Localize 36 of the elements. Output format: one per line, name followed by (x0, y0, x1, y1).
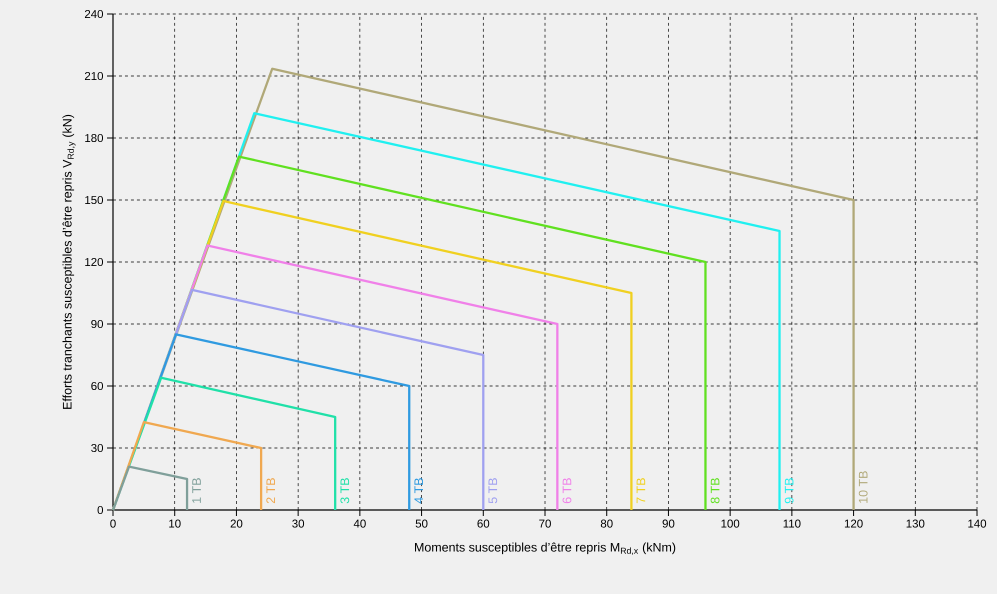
y-tick-label: 210 (84, 72, 104, 80)
x-axis-title: Moments susceptibles d’être repris M$_{Rd,x}$ (kNm) (415, 542, 676, 555)
x-tick-label: 20 (230, 520, 242, 528)
x-tick-label: 60 (477, 520, 490, 528)
x-tick-label: 120 (844, 520, 863, 528)
y-tick-label: 150 (85, 196, 104, 204)
x-tick-label: 110 (784, 520, 801, 528)
x-tick-label: 40 (354, 520, 366, 528)
x-tick-label: 70 (539, 520, 551, 528)
x-tick-label: 90 (662, 520, 674, 528)
y-tick-label: 0 (98, 506, 104, 514)
text: 9 TB (784, 478, 794, 504)
x-tick-label: 100 (721, 520, 740, 528)
x-tick-label: 50 (416, 520, 428, 528)
y-tick-label: 60 (91, 382, 104, 390)
y-tick-label: 240 (84, 10, 104, 18)
y-axis-title: Efforts tranchants susceptibles d’être repris V$_{Rd,y}$ (kN) (62, 114, 76, 409)
text: 1 TB (192, 478, 201, 503)
text: 3 TB (340, 478, 350, 504)
x-tick-label: 130 (906, 520, 924, 528)
text: 7 TB (636, 478, 646, 504)
x-tick-label: 80 (600, 520, 613, 528)
x-tick-label: 0 (110, 520, 116, 528)
x-tick-label: 140 (968, 520, 986, 528)
y-tick-label: 120 (85, 258, 104, 266)
x-tick-label: 30 (292, 520, 304, 528)
text: 6 TB (562, 478, 572, 504)
y-tick-label: 180 (85, 134, 104, 142)
text: 8 TB (710, 478, 720, 504)
text: 5 TB (488, 478, 498, 504)
x-tick-label: 10 (169, 520, 181, 528)
y-tick-label: 30 (91, 444, 104, 452)
text: 10 TB (858, 471, 868, 503)
text: 2 TB (266, 478, 276, 504)
y-tick-label: 90 (91, 320, 104, 328)
text: 4 TB (414, 478, 423, 504)
